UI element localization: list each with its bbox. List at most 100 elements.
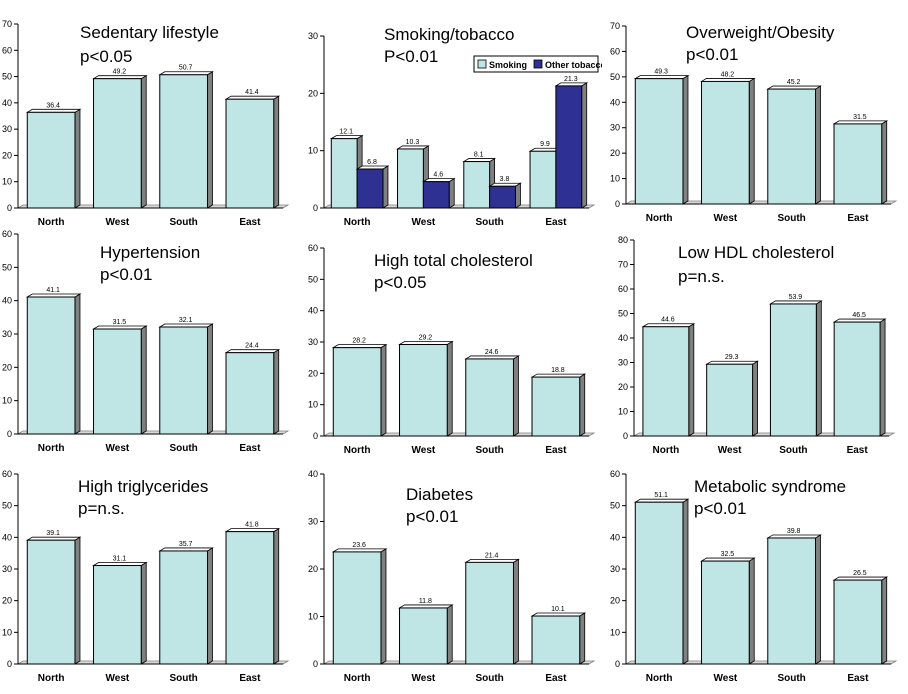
x-tick-label: North [344, 673, 371, 684]
chart-subtitle: p<0.01 [100, 265, 152, 284]
bar-side [579, 373, 586, 437]
y-tick-label: 40 [2, 532, 12, 542]
bar-diabetes [531, 615, 581, 665]
y-tick-label: 50 [2, 72, 12, 82]
bar-side [581, 82, 588, 209]
y-tick-label: 50 [610, 72, 620, 82]
bar-overweight-obesity [833, 123, 883, 205]
data-label: 24.4 [245, 343, 259, 350]
bar-side [380, 343, 387, 437]
y-tick-label: 60 [308, 243, 318, 253]
bar-high-triglycerides [159, 550, 208, 665]
y-tick-label: 0 [313, 659, 318, 669]
y-tick-label: 0 [313, 431, 318, 441]
y-tick-label: 20 [610, 596, 620, 606]
y-tick-label: 50 [308, 274, 318, 284]
legend-swatch [477, 59, 487, 69]
chart-title: Diabetes [406, 485, 473, 504]
bar-diabetes [399, 607, 448, 665]
bar-smoking [529, 150, 557, 209]
bar-overweight-obesity [767, 88, 816, 205]
y-tick-label: 70 [610, 21, 620, 31]
x-tick-label: East [545, 673, 567, 684]
y-tick-label: 30 [2, 329, 12, 339]
y-tick-label: 60 [2, 229, 12, 239]
data-label: 31.5 [113, 319, 127, 326]
x-tick-label: South [779, 445, 807, 456]
chart-subtitle: p<0.05 [80, 47, 132, 66]
x-tick-label: West [106, 673, 130, 684]
bar-other-tobacco [489, 185, 516, 209]
bar-side [207, 71, 213, 209]
bar-overweight-obesity [701, 80, 750, 205]
legend-label: Smoking [489, 60, 527, 70]
bar-side [748, 557, 755, 665]
y-tick-label: 60 [2, 45, 12, 55]
chart-high-triglycerides: 0 10 20 30 40 50 60 North 39.1 West 31.1 South 35.7 E… [2, 469, 290, 684]
chart-subtitle: p=n.s. [78, 499, 125, 518]
chart-smoking-tobacco: 0 10 20 30 North 12.1 6.8 West 10.3 4.6 South 8.1 3.… [308, 25, 602, 228]
bar-side [815, 534, 821, 665]
bar-high-triglycerides [225, 531, 275, 665]
y-tick-label: 10 [2, 396, 12, 406]
x-tick-label: North [38, 217, 65, 228]
bar-diabetes [332, 551, 382, 665]
data-label: 48.2 [721, 71, 735, 78]
chart-sedentary-lifestyle: 0 10 20 30 40 50 60 70 North 36.4 West 49.2 South 50.… [2, 19, 290, 228]
data-label: 24.6 [485, 349, 499, 356]
bar-side [513, 355, 519, 437]
bar-high-triglycerides [93, 565, 142, 665]
data-label: 39.1 [46, 530, 60, 537]
data-label: 3.8 [500, 176, 510, 183]
chart-subtitle: p<0.05 [374, 273, 426, 292]
y-tick-label: 40 [610, 532, 620, 542]
y-tick-label: 10 [2, 627, 12, 637]
bar-high-total-cholesterol [531, 376, 581, 437]
bar-side [74, 108, 81, 209]
bar-low-hdl-cholesterol [769, 303, 817, 437]
data-label: 29.3 [725, 354, 739, 361]
y-tick-label: 10 [610, 174, 620, 184]
data-label: 41.4 [245, 89, 259, 96]
x-tick-label: East [847, 673, 869, 684]
y-tick-label: 80 [618, 235, 628, 245]
x-tick-label: North [646, 213, 673, 224]
y-tick-label: 20 [618, 382, 628, 392]
y-tick-label: 40 [308, 306, 318, 316]
y-tick-label: 20 [308, 88, 318, 98]
data-label: 11.8 [419, 598, 432, 605]
x-tick-label: West [106, 217, 130, 228]
bar-hypertension [225, 352, 275, 435]
x-tick-label: East [847, 213, 869, 224]
bar-side [273, 348, 280, 435]
y-tick-label: 0 [313, 203, 318, 213]
y-tick-label: 20 [308, 368, 318, 378]
y-tick-label: 30 [308, 31, 318, 41]
data-label: 39.8 [787, 528, 801, 535]
y-tick-label: 10 [2, 177, 12, 187]
bar-side [446, 340, 453, 437]
bar-other-tobacco [356, 168, 384, 209]
x-tick-label: West [412, 217, 436, 228]
data-label: 53.9 [789, 294, 803, 301]
data-label: 23.6 [352, 542, 366, 549]
bar-diabetes [465, 561, 514, 665]
bar-low-hdl-cholesterol [833, 321, 881, 437]
chart-diabetes: 0 10 20 30 40 North 23.6 West 11.8 South 21.4 East 1… [308, 469, 596, 684]
chart-hypertension: 0 10 20 30 40 50 60 North 41.1 West 31.5 South 32.1 E… [2, 229, 290, 454]
data-label: 44.6 [661, 317, 675, 324]
bar-high-total-cholesterol [399, 344, 448, 437]
bar-other-tobacco [555, 85, 583, 209]
x-tick-label: East [545, 445, 567, 456]
data-label: 36.4 [46, 102, 60, 109]
y-tick-label: 40 [308, 469, 318, 479]
y-tick-label: 10 [308, 400, 318, 410]
chart-subtitle: P<0.01 [384, 47, 438, 66]
data-label: 32.5 [721, 551, 735, 558]
y-tick-label: 0 [615, 659, 620, 669]
x-tick-label: South [777, 673, 805, 684]
bar-side [513, 558, 519, 665]
bar-side [140, 561, 147, 665]
bar-side [207, 547, 213, 665]
data-label: 31.5 [853, 114, 867, 121]
